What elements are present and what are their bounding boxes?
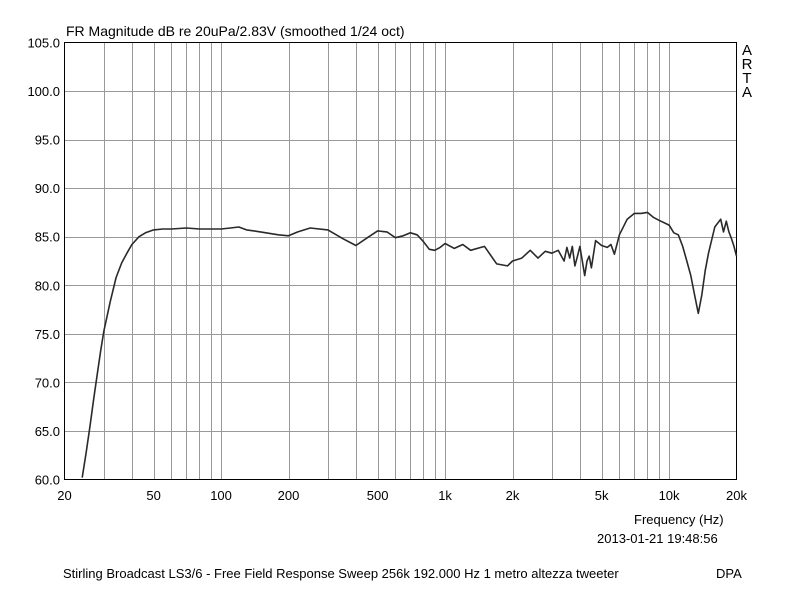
- x-tick-label: 20k: [726, 488, 747, 503]
- x-tick-label: 5k: [595, 488, 609, 503]
- x-tick-label: 10k: [659, 488, 680, 503]
- y-tick-label: 75.0: [35, 327, 60, 342]
- x-tick-label: 2k: [506, 488, 520, 503]
- y-tick-label: 70.0: [35, 375, 60, 390]
- footer-tag: DPA: [716, 566, 742, 581]
- footer-caption: Stirling Broadcast LS3/6 - Free Field Re…: [63, 566, 619, 581]
- x-tick-label: 100: [210, 488, 232, 503]
- timestamp: 2013-01-21 19:48:56: [597, 531, 718, 546]
- x-tick-label: 50: [146, 488, 160, 503]
- x-tick-label: 200: [278, 488, 300, 503]
- y-tick-label: 90.0: [35, 181, 60, 196]
- x-tick-label: 20: [57, 488, 71, 503]
- x-tick-label: 500: [367, 488, 389, 503]
- x-tick-label: 1k: [438, 488, 452, 503]
- y-tick-label: 80.0: [35, 278, 60, 293]
- y-tick-label: 60.0: [35, 473, 60, 488]
- series-line: [81, 211, 738, 478]
- y-tick-label: 100.0: [27, 84, 60, 99]
- series: [81, 211, 738, 478]
- y-tick-label: 105.0: [27, 36, 60, 51]
- axis-ticks: 105.0 100.0 95.0 90.0 85.0 80.0 75.0 70.0 65.0 60…: [27, 36, 747, 504]
- y-tick-label: 85.0: [35, 230, 60, 245]
- x-axis-label: Frequency (Hz): [634, 512, 724, 527]
- y-tick-label: 95.0: [35, 133, 60, 148]
- plot-frame: [64, 42, 737, 480]
- grid: [64, 42, 737, 480]
- chart-title: FR Magnitude dB re 20uPa/2.83V (smoothed…: [66, 23, 405, 39]
- y-tick-label: 65.0: [35, 424, 60, 439]
